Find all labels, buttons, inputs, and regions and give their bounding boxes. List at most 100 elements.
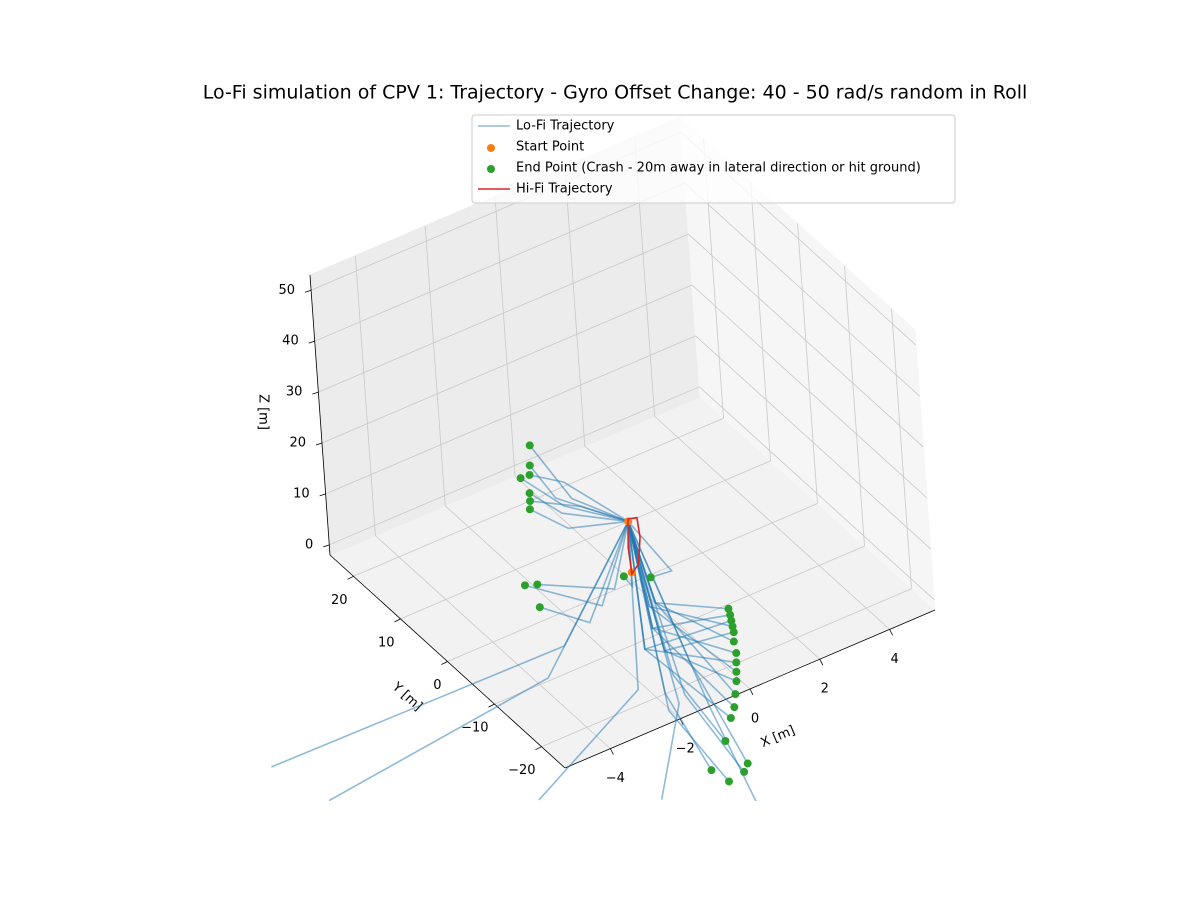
- axis-line: [329, 554, 566, 769]
- tick-mark: [889, 629, 893, 636]
- axis-line: [309, 274, 331, 556]
- legend-label: End Point (Crash - 20m away in lateral d…: [516, 161, 921, 176]
- trajectory-line: [627, 521, 730, 782]
- grid-line: [424, 225, 446, 506]
- y-tick-label: 20: [331, 593, 348, 608]
- grid-line: [400, 460, 771, 620]
- x-axis-label: X [m]: [759, 723, 798, 751]
- point: [520, 581, 529, 590]
- grid-line: [314, 182, 685, 342]
- tick-mark: [308, 340, 315, 344]
- grid-line: [797, 223, 818, 504]
- point: [525, 461, 534, 470]
- plot-area: [271, 441, 757, 801]
- z-tick-label: 30: [286, 385, 303, 400]
- point: [731, 690, 740, 699]
- trajectory-line: [529, 474, 629, 523]
- point: [726, 714, 735, 723]
- trajectory-line: [538, 521, 639, 801]
- grid-line: [494, 195, 516, 477]
- hifi-line: [627, 516, 641, 577]
- grid-line: [695, 335, 931, 550]
- point: [619, 572, 628, 581]
- point: [740, 767, 749, 776]
- grid-line: [353, 417, 724, 577]
- trajectory-line: [529, 444, 629, 523]
- point: [721, 737, 730, 746]
- point: [730, 703, 739, 712]
- point: [732, 667, 741, 676]
- z-tick-label: 0: [305, 537, 313, 552]
- trajectory-line: [529, 508, 629, 530]
- y-axis-label: Y [m]: [388, 679, 425, 714]
- point: [732, 649, 741, 658]
- tick-mark: [749, 688, 754, 696]
- point: [516, 474, 525, 483]
- x-tick-label: 2: [821, 682, 829, 697]
- trajectory-line: [627, 521, 732, 719]
- trajectory-line: [520, 477, 629, 523]
- axis-line: [564, 609, 936, 769]
- x-tick-label: 0: [751, 712, 759, 727]
- trajectory-line: [537, 521, 629, 590]
- point: [729, 628, 738, 637]
- grid-line: [354, 255, 376, 536]
- x-tick-label: −2: [676, 741, 695, 756]
- point: [646, 573, 655, 582]
- x-tick-label: 4: [890, 652, 898, 667]
- legend-label: Start Point: [516, 140, 584, 155]
- trajectory-line: [529, 492, 629, 523]
- tick-mark: [319, 493, 326, 497]
- tick-mark: [441, 661, 448, 665]
- grid-line: [891, 308, 912, 589]
- z-tick-label: 20: [289, 436, 306, 451]
- grid-line: [541, 588, 912, 748]
- grid-line: [691, 284, 928, 499]
- tick-mark: [819, 659, 824, 666]
- trajectory-line: [627, 520, 674, 579]
- tick-mark: [394, 618, 401, 623]
- point: [724, 604, 733, 613]
- trajectory-line: [524, 521, 629, 607]
- trajectory-line: [627, 521, 745, 773]
- y-tick-label: 10: [378, 635, 395, 650]
- legend-label: Hi-Fi Trajectory: [516, 182, 613, 197]
- trajectory-line: [328, 521, 629, 801]
- point: [725, 777, 734, 786]
- tick-mark: [312, 391, 319, 395]
- legend: Lo-Fi Trajectory Start Point End Point (Cr…: [471, 114, 956, 204]
- point: [533, 580, 542, 589]
- point: [526, 497, 535, 506]
- point: [743, 759, 752, 768]
- grid-line: [494, 545, 865, 705]
- grid-line: [325, 335, 696, 495]
- grid-line: [318, 233, 689, 393]
- tick-mark: [315, 442, 323, 446]
- trajectory-line: [539, 521, 629, 624]
- legend-marker: [487, 144, 495, 152]
- grid-line: [688, 233, 924, 448]
- point: [525, 470, 534, 479]
- y-tick-label: 0: [433, 678, 441, 693]
- point: [732, 658, 741, 667]
- tick-mark: [488, 703, 495, 708]
- tick-mark: [535, 746, 542, 751]
- point: [525, 441, 534, 450]
- point: [535, 603, 544, 612]
- grid-line: [329, 386, 700, 546]
- legend-marker: [487, 165, 495, 173]
- y-tick-label: −20: [508, 763, 535, 778]
- chart-title: Lo-Fi simulation of CPV 1: Trajectory - …: [203, 82, 1028, 104]
- tick-mark: [304, 289, 312, 293]
- tick-mark: [610, 748, 614, 755]
- z-tick-label: 10: [293, 486, 310, 501]
- point: [707, 766, 716, 775]
- grid-line: [750, 180, 771, 461]
- z-axis-label: Z [m]: [256, 394, 271, 430]
- grid-line: [699, 386, 935, 601]
- grid-line: [321, 284, 693, 444]
- point: [729, 637, 738, 646]
- grid-line: [684, 182, 920, 397]
